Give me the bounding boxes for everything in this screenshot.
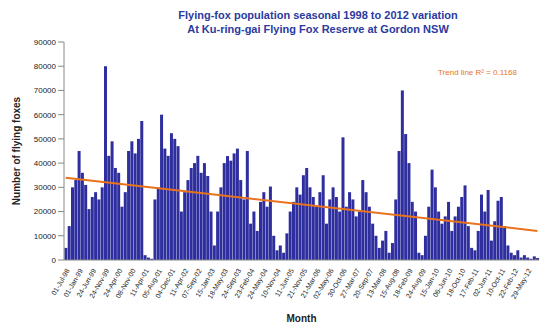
svg-text:50000: 50000: [34, 135, 57, 144]
svg-text:0: 0: [52, 256, 57, 265]
svg-text:07-Sep-02: 07-Sep-02: [180, 267, 203, 300]
svg-text:60000: 60000: [34, 111, 57, 120]
svg-text:15-Aug-08: 15-Aug-08: [378, 267, 401, 300]
svg-text:30-Oct-06: 30-Oct-06: [326, 267, 348, 298]
svg-text:22-Feb-12: 22-Feb-12: [497, 267, 520, 299]
svg-text:01-Jan-99: 01-Jan-99: [62, 267, 84, 299]
svg-text:Month: Month: [287, 313, 317, 324]
svg-text:11-Jun-05: 11-Jun-05: [273, 267, 296, 298]
svg-text:24-May-04: 24-May-04: [245, 267, 269, 300]
svg-text:13-Mar-08: 13-Mar-08: [365, 267, 388, 299]
svg-text:90000: 90000: [34, 38, 57, 47]
svg-text:30000: 30000: [34, 183, 57, 192]
html-text:Flying-fox population seasonal: Flying-fox population seasonal 1998 to 2…: [178, 9, 458, 21]
svg-text:24-Apr-00: 24-Apr-00: [102, 267, 124, 298]
svg-text:24-Nov-99: 24-Nov-99: [88, 267, 111, 300]
svg-text:17-Feb-11: 17-Feb-11: [457, 267, 480, 299]
svg-text:23-Feb-04: 23-Feb-04: [233, 267, 256, 299]
svg-text:Number of flying foxes: Number of flying foxes: [11, 96, 22, 205]
svg-text:24-Aug-09: 24-Aug-09: [404, 267, 428, 300]
html-text:At Ku-ring-gai Flying Fox Rese: At Ku-ring-gai Flying Fox Reserve at Gor…: [187, 23, 449, 35]
svg-text:21-Nov-05: 21-Nov-05: [285, 267, 309, 300]
svg-text:15-Jan-10: 15-Jan-10: [418, 267, 441, 299]
svg-text:01-Jul-98: 01-Jul-98: [50, 267, 71, 297]
svg-text:02-Jun-11: 02-Jun-11: [471, 267, 493, 298]
html-text:Trend line R² = 0.1168: Trend line R² = 0.1168: [438, 68, 517, 77]
svg-text:05-Aug-01: 05-Aug-01: [140, 267, 164, 300]
svg-text:18-Feb-09: 18-Feb-09: [391, 267, 414, 299]
svg-text:10-Oct-11: 10-Oct-11: [484, 267, 507, 298]
svg-text:04-Dec-01: 04-Dec-01: [154, 267, 177, 300]
svg-text:02-May-06: 02-May-06: [311, 267, 335, 300]
svg-text:80000: 80000: [34, 62, 57, 71]
svg-text:24-Jun-99: 24-Jun-99: [75, 267, 98, 299]
svg-text:11-Apr-01: 11-Apr-01: [128, 267, 150, 298]
svg-text:27-Mar-07: 27-Mar-07: [338, 267, 362, 299]
svg-text:11-Apr-02: 11-Apr-02: [168, 267, 190, 298]
svg-text:15-Jan-03: 15-Jan-03: [194, 267, 216, 299]
svg-text:06-Jun-10: 06-Jun-10: [431, 267, 454, 299]
svg-text:21-Mar-06: 21-Mar-06: [299, 267, 322, 299]
svg-text:18-Oct-10: 18-Oct-10: [445, 267, 467, 298]
svg-text:20-Sep-07: 20-Sep-07: [351, 267, 375, 300]
svg-text:29-May-12: 29-May-12: [510, 267, 534, 300]
svg-text:40000: 40000: [34, 159, 57, 168]
svg-text:08-Nov-00: 08-Nov-00: [114, 267, 137, 300]
svg-text:70000: 70000: [34, 86, 57, 95]
svg-text:20000: 20000: [34, 207, 57, 216]
svg-text:10-Nov-04: 10-Nov-04: [259, 267, 282, 300]
svg-text:10000: 10000: [34, 232, 57, 241]
svg-text:24-Sep-03: 24-Sep-03: [219, 267, 243, 300]
svg-text:18-May-03: 18-May-03: [206, 267, 230, 300]
